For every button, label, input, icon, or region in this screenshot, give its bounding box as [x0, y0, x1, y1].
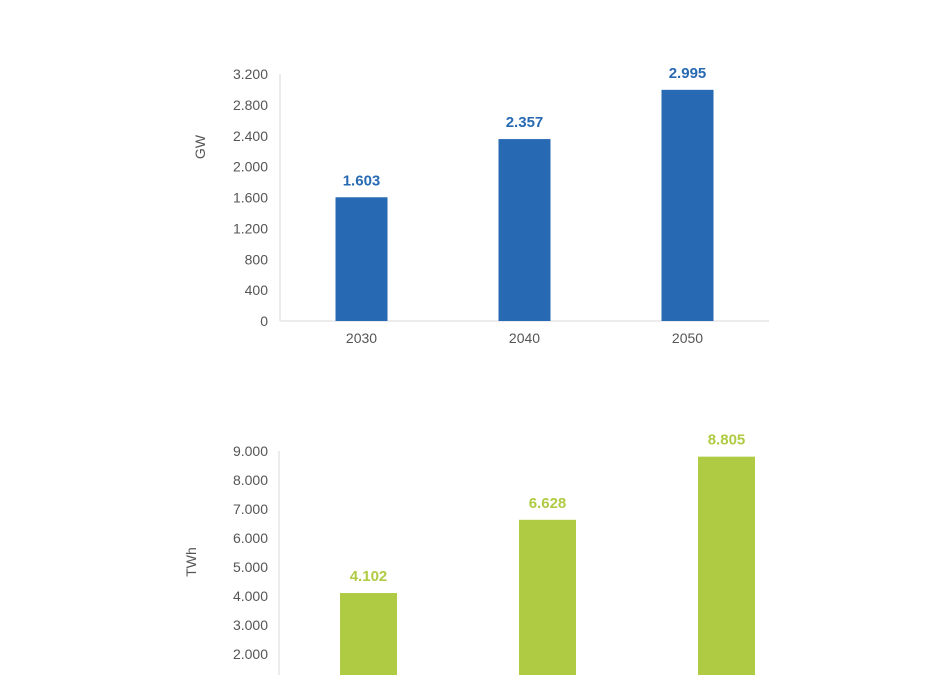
x-tick-label: 2050 [672, 330, 703, 346]
y-tick-label: 800 [245, 251, 269, 267]
y-tick-label: 0 [260, 313, 268, 329]
bar-2030 [335, 197, 388, 321]
data-label: 1.603 [343, 172, 381, 189]
data-label: 8.805 [708, 432, 746, 449]
y-tick-label: 400 [245, 282, 269, 298]
y-tick-label: 5.000 [233, 559, 268, 575]
chart-2: 2.000 3.000 4.000 5.000 6.000 7.000 8.000 9.000… [183, 432, 755, 675]
bar-2040 [498, 139, 551, 321]
x-tick-label: 2030 [346, 330, 377, 346]
chart-1: 0 400 800 1.200 1.600 2.000 2.400 2.800 3.200 GW 1… [192, 65, 769, 346]
y-tick-label: 4.000 [233, 588, 268, 604]
bar-2050 [661, 89, 714, 321]
y-tick-label: 6.000 [233, 530, 268, 546]
y-tick-label: 1.200 [233, 220, 268, 236]
y-tick-label: 3.000 [233, 617, 268, 633]
data-label: 6.628 [529, 495, 567, 512]
data-label: 2.995 [669, 65, 707, 82]
y-tick-label: 2.400 [233, 128, 268, 144]
y-tick-label: 9.000 [233, 443, 268, 459]
y-tick-label: 7.000 [233, 501, 268, 517]
y-tick-label: 1.600 [233, 190, 268, 206]
x-tick-label: 2040 [509, 330, 540, 346]
bar-2040 [519, 519, 576, 675]
bar-2050 [698, 456, 755, 675]
y-tick-label: 3.200 [233, 66, 268, 82]
y-tick-label: 2.000 [233, 646, 268, 662]
y-tick-label: 2.800 [233, 97, 268, 113]
y-axis-title: TWh [183, 547, 199, 577]
y-axis-title: GW [192, 134, 208, 159]
bar-2030 [340, 593, 397, 675]
data-label: 2.357 [506, 114, 544, 131]
y-tick-label: 2.000 [233, 159, 268, 175]
y-tick-label: 8.000 [233, 472, 268, 488]
data-label: 4.102 [350, 568, 388, 585]
